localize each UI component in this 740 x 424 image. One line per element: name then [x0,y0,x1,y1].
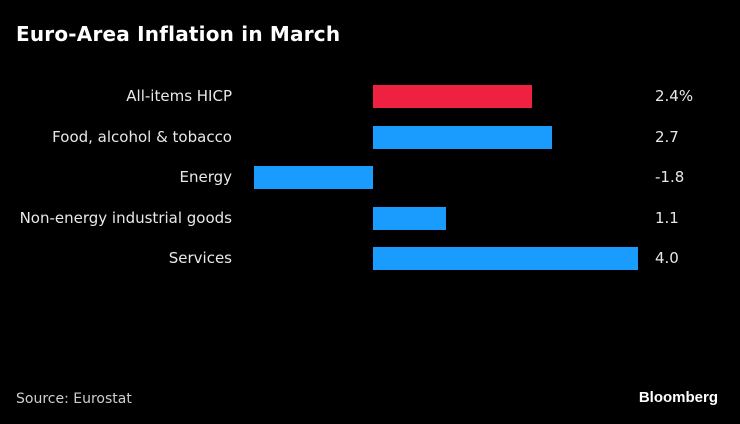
value-label: -1.8 [655,168,685,186]
value-label: 4.0 [655,249,679,267]
chart-title: Euro-Area Inflation in March [16,22,341,46]
value-label: 2.4% [655,87,694,105]
bloomberg-logo: Bloomberg [638,389,718,406]
value-label: 1.1 [655,208,679,227]
category-label: Non-energy industrial goods [19,208,232,227]
bar [373,206,446,230]
bar [253,166,373,189]
category-label: Food, alcohol & tobacco [52,127,232,146]
bar [373,85,532,108]
category-label: Services [168,249,232,267]
category-label: Energy [179,168,232,186]
bar [373,247,638,270]
category-label: All-items HICP [126,87,232,105]
bar [373,125,552,149]
source-note: Source: Eurostat [16,391,132,407]
value-label: 2.7 [655,127,679,146]
